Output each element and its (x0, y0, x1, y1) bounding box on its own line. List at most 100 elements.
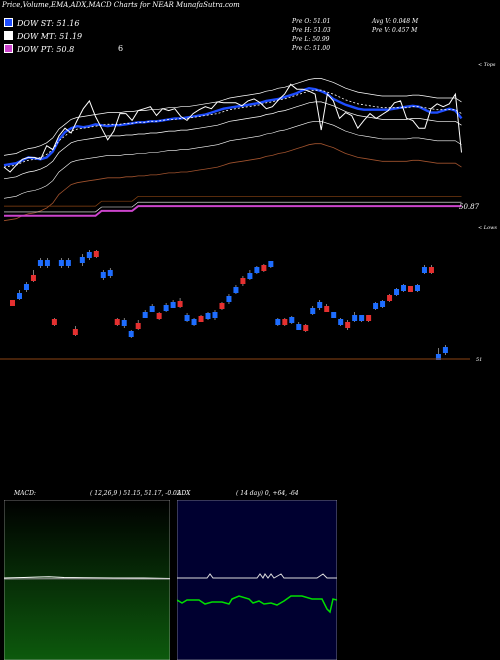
candle-body (114, 319, 120, 325)
series-dow-st (3, 86, 463, 167)
price-label: 50.87 (459, 203, 480, 211)
legend-swatch-icon (4, 31, 13, 40)
adx-title: ADX (177, 490, 191, 497)
lows-line (4, 201, 462, 213)
legend-item-dow-mt: DOW MT: 51.19 (4, 31, 82, 41)
candle-body (408, 286, 414, 292)
candle-body (170, 302, 176, 308)
candle-body (282, 319, 288, 325)
candle-body (345, 322, 351, 328)
candle-body (212, 312, 218, 318)
candle-body (435, 354, 441, 360)
legend-label-dow-pt: DOW PT: 50.8 (17, 45, 75, 54)
macd-panel (4, 500, 170, 660)
candle-body (142, 312, 148, 318)
candle-body (359, 315, 365, 321)
candle-body (65, 260, 71, 266)
candle-body (310, 308, 316, 314)
candle-body (317, 302, 323, 308)
candle-body (240, 278, 246, 284)
candle-body (324, 306, 330, 312)
candle-body (93, 251, 99, 257)
legend-extra: 6 (118, 44, 124, 53)
legend-item-dow-st: DOW ST: 51.16 (4, 18, 79, 28)
candle-body (44, 260, 50, 266)
candle-body (380, 301, 386, 307)
candle-body (289, 317, 295, 323)
candle-body (107, 270, 113, 276)
candle-body (72, 329, 78, 335)
candle-body (303, 325, 309, 331)
macd-params: ( 12,26,9 ) 51.15, 51.17, -0.02 (90, 490, 181, 497)
candle-body (163, 305, 169, 311)
candle-body (428, 267, 434, 273)
ohlc-close: Pre C: 51.00 (292, 45, 331, 52)
candle-body (135, 323, 141, 329)
band-lower-2 (3, 121, 462, 199)
candle-body (30, 275, 36, 281)
candle-body (394, 289, 400, 295)
series-dow-mt (3, 89, 462, 168)
candle-body (338, 319, 344, 325)
band-lower-1 (3, 101, 462, 180)
adx-params: ( 14 day) 0, +64, -64 (236, 490, 299, 497)
candle-body (414, 285, 420, 291)
price-chart (0, 78, 470, 360)
legend-label-dow-st: DOW ST: 51.16 (17, 19, 80, 28)
adx-panel (177, 500, 337, 660)
candle-body (58, 260, 64, 266)
candle-body (352, 315, 358, 321)
tops-tag: < Tops (478, 62, 496, 68)
lows-line-brown (4, 195, 462, 207)
candle-body (373, 303, 379, 309)
candle-body (184, 315, 190, 321)
candle-body (79, 257, 85, 263)
candle-body (387, 295, 393, 301)
lows-tag: < Lows (478, 225, 497, 231)
candle-body (23, 284, 29, 290)
series-price (3, 83, 462, 173)
band-lower-3 (3, 143, 462, 222)
legend-swatch-icon (4, 18, 13, 27)
avg-volume: Avg V: 0.048 M (372, 18, 419, 25)
candle-body (191, 319, 197, 325)
legend-item-dow-pt: DOW PT: 50.8 (4, 44, 74, 54)
candle-layer (10, 250, 448, 360)
candle-body (177, 301, 183, 307)
candle-body (156, 313, 162, 319)
candle-body (268, 261, 274, 267)
candle-body (331, 312, 337, 318)
candle-body (247, 273, 253, 279)
ema-layer (3, 78, 463, 222)
candle-body (10, 300, 15, 306)
candle-body (205, 313, 211, 319)
candle-body (254, 267, 260, 273)
candle-body (100, 272, 106, 278)
candle-body (51, 319, 57, 325)
candle-body (261, 265, 267, 271)
candle-body (37, 260, 43, 266)
volume-label: 51 (476, 357, 483, 363)
candle-body (149, 306, 155, 312)
candle-body (226, 296, 232, 302)
candle-body (219, 303, 225, 309)
candle-body (16, 293, 22, 299)
candle-body (233, 287, 239, 293)
adx-line (177, 595, 337, 614)
series-dow-pt (4, 205, 462, 217)
candle-body (442, 347, 448, 353)
pre-volume: Pre V: 0.457 M (372, 27, 418, 34)
candle-body (421, 267, 427, 273)
candle-body (366, 315, 372, 321)
chart-title: Price,Volume,EMA,ADX,MACD Charts for NEA… (2, 1, 240, 9)
ohlc-low: Pre L: 50.99 (292, 36, 330, 43)
legend-swatch-icon (4, 44, 13, 53)
ohlc-open: Pre O: 51.01 (292, 18, 331, 25)
band-upper-1 (3, 78, 462, 156)
macd-line (4, 576, 170, 579)
candle-body (198, 316, 204, 322)
legend-label-dow-mt: DOW MT: 51.19 (17, 32, 83, 41)
candle-body (401, 285, 407, 291)
candle-body (86, 252, 92, 258)
adx-di-plus-line (177, 573, 337, 579)
